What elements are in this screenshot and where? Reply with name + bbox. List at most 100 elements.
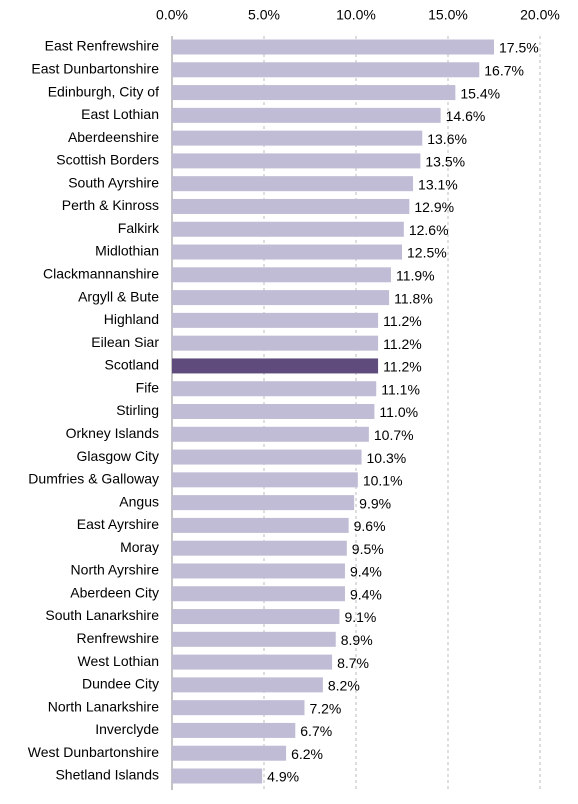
bar (172, 768, 263, 784)
y-tick-label: Aberdeenshire (68, 129, 159, 145)
data-label: 6.7% (300, 723, 332, 739)
y-tick-label: Edinburgh, City of (48, 83, 159, 99)
bar (172, 426, 369, 442)
y-tick-label: East Renfrewshire (45, 38, 160, 54)
y-tick-label: Midlothian (95, 243, 159, 259)
data-label: 9.4% (350, 564, 382, 580)
data-label: 11.2% (383, 336, 422, 352)
bar (172, 404, 375, 419)
y-tick-label: Dundee City (82, 676, 159, 692)
data-label: 15.4% (460, 85, 500, 101)
data-label: 4.9% (267, 769, 299, 785)
y-tick-label: Scottish Borders (56, 152, 159, 168)
bar (172, 153, 421, 169)
y-tick-label: West Lothian (78, 653, 159, 669)
y-tick-label: East Dunbartonshire (31, 60, 159, 76)
data-label: 9.1% (344, 609, 376, 625)
bar (172, 700, 305, 716)
bar (172, 449, 362, 465)
bar (172, 517, 349, 533)
bar (172, 540, 347, 556)
bar (172, 85, 456, 101)
data-label: 11.1% (381, 381, 420, 397)
bar (172, 39, 494, 55)
bar (172, 586, 345, 602)
bar (172, 176, 414, 192)
y-tick-label: East Lothian (81, 106, 159, 122)
data-label: 11.2% (383, 313, 422, 329)
bar (172, 358, 379, 374)
data-label: 12.6% (409, 222, 449, 238)
y-tick-label: Stirling (116, 402, 159, 418)
data-label: 8.9% (341, 632, 373, 648)
data-label: 11.0% (379, 404, 418, 420)
data-label: 6.2% (291, 746, 323, 762)
bar (172, 107, 441, 123)
bar (172, 335, 379, 351)
bar (172, 62, 480, 78)
x-tick-label: 15.0% (428, 7, 468, 23)
bar (172, 631, 336, 647)
data-label: 10.7% (374, 427, 414, 443)
y-tick-label: North Ayrshire (71, 562, 160, 578)
data-label: 11.2% (383, 359, 422, 375)
data-label: 9.5% (352, 541, 384, 557)
y-tick-label: Glasgow City (77, 448, 159, 464)
bar (172, 609, 340, 625)
y-tick-label: Angus (119, 493, 159, 509)
y-tick-label: Scotland (105, 357, 159, 373)
y-tick-label: East Ayrshire (77, 516, 159, 532)
bar (172, 198, 410, 214)
y-tick-label: Clackmannanshire (43, 266, 159, 282)
y-tick-label: Moray (120, 539, 159, 555)
y-tick-label: Fife (136, 379, 160, 395)
y-tick-label: Renfrewshire (77, 630, 160, 646)
y-tick-label: Eilean Siar (91, 334, 159, 350)
data-label: 13.6% (427, 131, 467, 147)
bar (172, 495, 355, 511)
data-label: 14.6% (446, 108, 486, 124)
bar (172, 472, 358, 488)
bar (172, 563, 345, 579)
y-tick-label: Orkney Islands (66, 425, 159, 441)
y-tick-label: Falkirk (118, 220, 160, 236)
y-tick-label: Argyll & Bute (78, 288, 159, 304)
data-label: 9.6% (354, 518, 386, 534)
bar (172, 221, 404, 237)
y-tick-label: Aberdeen City (70, 584, 159, 600)
bar (172, 290, 390, 306)
y-tick-label: Dumfries & Galloway (28, 471, 159, 487)
y-tick-label: Highland (104, 311, 159, 327)
data-label: 10.1% (363, 473, 403, 489)
data-label: 9.9% (359, 495, 391, 511)
y-tick-label: North Lanarkshire (48, 698, 159, 714)
data-label: 17.5% (499, 40, 539, 56)
bar (172, 244, 402, 260)
bar (172, 654, 333, 670)
x-tick-label: 5.0% (248, 7, 280, 23)
y-tick-label: Perth & Kinross (62, 197, 159, 213)
x-tick-label: 20.0% (520, 7, 560, 23)
data-label: 8.2% (328, 678, 360, 694)
data-label: 13.5% (425, 154, 465, 170)
bar (172, 677, 323, 693)
data-label: 11.9% (396, 268, 435, 284)
data-label: 10.3% (367, 450, 407, 466)
bar (172, 722, 296, 738)
bar (172, 312, 379, 328)
y-tick-label: Shetland Islands (55, 767, 159, 783)
data-label: 16.7% (484, 62, 524, 78)
data-label: 9.4% (350, 586, 382, 602)
y-tick-label: South Lanarkshire (45, 607, 159, 623)
bar (172, 381, 377, 397)
bar (172, 745, 287, 761)
bar (172, 130, 423, 146)
data-label: 12.5% (407, 245, 447, 261)
x-tick-label: 0.0% (156, 7, 188, 23)
data-label: 8.7% (337, 655, 369, 671)
y-tick-label: Inverclyde (95, 721, 159, 737)
bar (172, 267, 391, 283)
y-tick-label: West Dunbartonshire (28, 744, 159, 760)
data-label: 13.1% (418, 176, 458, 192)
